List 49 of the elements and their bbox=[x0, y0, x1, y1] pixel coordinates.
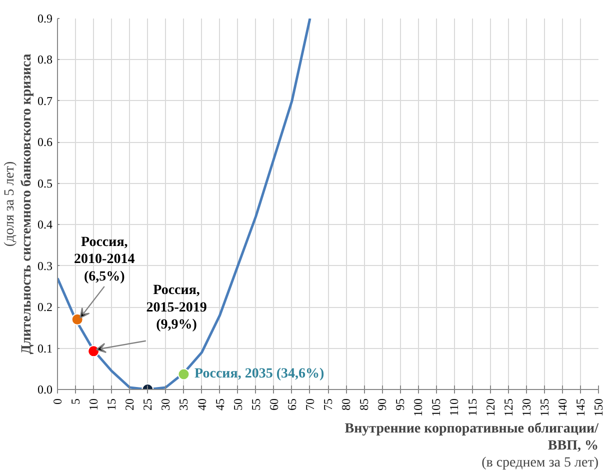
x-tick-label: 15 bbox=[104, 398, 119, 410]
x-tick-label: 145 bbox=[573, 398, 588, 416]
point bbox=[71, 313, 84, 326]
x-tick-label: 50 bbox=[230, 398, 245, 410]
y-tick-label: 0.5 bbox=[38, 176, 52, 190]
x-tick-label: 140 bbox=[555, 398, 570, 416]
x-tick-label: 25 bbox=[140, 398, 155, 410]
x-tick-label: 100 bbox=[411, 398, 426, 416]
x-tick-label: 95 bbox=[393, 398, 408, 410]
y-tick-label: 0.1 bbox=[38, 341, 52, 356]
x-tick-label: 120 bbox=[483, 398, 498, 416]
x-tick-label: 5 bbox=[68, 398, 83, 404]
annotation: Россия, 2015-2019 (9,9%) bbox=[146, 283, 207, 333]
x-tick-label: 85 bbox=[357, 398, 372, 410]
y-tick-label: 0.0 bbox=[38, 382, 52, 396]
x-axis-title: Внутренние корпоративные облигации/ ВВП, % (в среднем за 5 лет) bbox=[344, 422, 600, 470]
x-tick-label: 30 bbox=[158, 398, 173, 410]
x-tick-label: 40 bbox=[194, 398, 209, 410]
x-tick-label: 70 bbox=[302, 398, 317, 410]
x-tick-label: 135 bbox=[537, 398, 552, 416]
x-tick-label: 10 bbox=[86, 398, 101, 410]
x-tick-label: 55 bbox=[248, 398, 263, 410]
y-tick-label: 0.7 bbox=[38, 94, 52, 108]
y-tick-label: 0.3 bbox=[38, 258, 52, 273]
x-tick-label: 20 bbox=[122, 398, 137, 410]
point bbox=[88, 345, 100, 358]
y-axis-title: Длительность системного банковского кризиса (доля за 5 лет) bbox=[2, 54, 34, 354]
x-tick-label: 60 bbox=[266, 398, 281, 410]
annotation: Россия, 2010-2014 (6,5%) bbox=[74, 234, 135, 284]
y-tick-label: 0.4 bbox=[38, 218, 52, 232]
x-tick-label: 150 bbox=[592, 398, 606, 416]
x-tick-label: 105 bbox=[429, 398, 444, 416]
x-tick-label: 110 bbox=[447, 398, 462, 416]
x-tick-label: 0 bbox=[50, 398, 64, 404]
y-tick-label: 0.8 bbox=[38, 52, 52, 67]
x-tick-label: 115 bbox=[465, 398, 480, 416]
annotation: Россия, 2035 (34,6%) bbox=[194, 366, 324, 382]
x-tick-label: 35 bbox=[176, 398, 191, 410]
x-tick-label: 45 bbox=[212, 398, 227, 410]
x-tick-label: 65 bbox=[284, 398, 299, 410]
y-tick-label: 0.9 bbox=[38, 12, 52, 26]
y-tick-label: 0.6 bbox=[38, 135, 52, 150]
y-tick-label: 0.2 bbox=[38, 300, 52, 314]
x-tick-label: 80 bbox=[339, 398, 354, 410]
x-tick-label: 130 bbox=[519, 398, 534, 416]
x-tick-label: 125 bbox=[501, 398, 516, 416]
x-tick-label: 90 bbox=[375, 398, 390, 410]
x-tick-label: 75 bbox=[321, 398, 335, 410]
point bbox=[178, 368, 190, 380]
